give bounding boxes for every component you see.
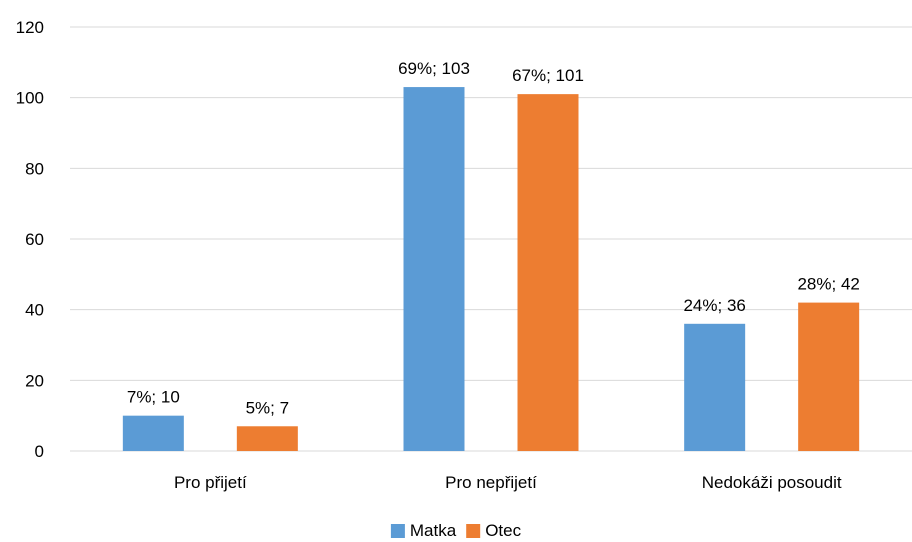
gridlines — [70, 26, 912, 452]
data-label: 69%; 103 — [398, 59, 470, 78]
y-axis-ticks: 0 20 40 60 80 100 120 — [16, 18, 44, 461]
bar-matka-3 — [684, 323, 746, 451]
x-category-label: Pro přijetí — [174, 473, 247, 492]
legend-swatch-matka — [390, 524, 405, 538]
bars — [122, 87, 860, 452]
y-tick-label: 60 — [25, 230, 44, 249]
legend-label: Otec — [485, 521, 521, 540]
bar-otec-2 — [517, 94, 579, 451]
bar-otec-3 — [798, 302, 860, 451]
data-label: 7%; 10 — [127, 388, 180, 407]
data-label: 67%; 101 — [512, 66, 584, 85]
y-tick-label: 0 — [35, 442, 44, 461]
data-label: 28%; 42 — [797, 275, 859, 294]
data-labels: 7%; 10 5%; 7 69%; 103 67%; 101 24%; 36 28%; 4… — [127, 59, 860, 417]
data-label: 24%; 36 — [683, 296, 745, 315]
y-tick-label: 120 — [16, 18, 44, 37]
bar-matka-2 — [403, 87, 465, 452]
x-category-label: Nedokáži posoudit — [702, 473, 842, 492]
bar-matka-1 — [122, 415, 184, 451]
legend-label: Matka — [410, 521, 457, 540]
x-category-label: Pro nepřijetí — [445, 473, 537, 492]
y-tick-label: 20 — [25, 371, 44, 390]
y-tick-label: 80 — [25, 159, 44, 178]
legend-swatch-otec — [466, 524, 481, 538]
y-tick-label: 40 — [25, 301, 44, 320]
legend: Matka Otec — [390, 521, 522, 540]
x-axis-categories: Pro přijetí Pro nepřijetí Nedokáži posoudi… — [174, 473, 842, 492]
y-tick-label: 100 — [16, 89, 44, 108]
data-label: 5%; 7 — [246, 398, 289, 417]
bar-otec-1 — [236, 426, 298, 451]
